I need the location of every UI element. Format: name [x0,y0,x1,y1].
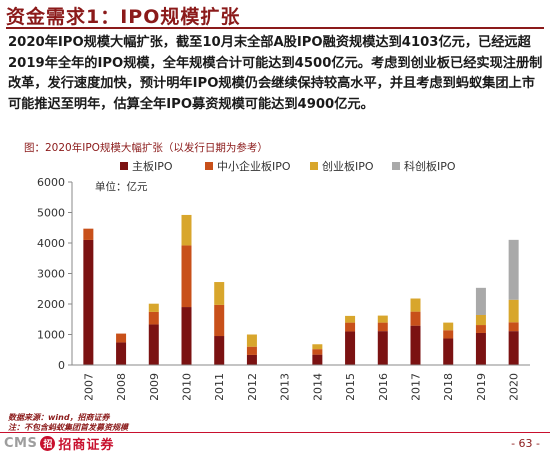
bar-segment-2019 [475,287,486,315]
y-tick-label: 1000 [37,329,65,342]
x-tick-label: 2007 [82,373,95,400]
bar-segment-2012 [246,334,257,347]
bar-segment-2015 [345,331,356,365]
bar-segment-2009 [148,324,159,365]
x-tick-label: 2008 [115,373,128,400]
bar-segment-2014 [312,344,323,350]
bar-segment-2009 [148,311,159,325]
chart-legend: 主板IPO 中小企业板IPO 创业板IPO 科创板IPO [120,159,456,173]
x-tick-label: 2019 [475,373,488,400]
bar-segment-2015 [345,322,356,332]
body-paragraph: 2020年IPO规模大幅扩张，截至10月末全部A股IPO融资规模达到4103亿元… [8,35,543,112]
x-tick-label: 2009 [148,373,161,400]
bar-segment-2008 [116,342,127,365]
bar-segment-2019 [475,314,486,326]
bar-segment-2014 [312,354,323,365]
x-tick-label: 2017 [410,373,423,400]
bar-segment-2019 [475,325,486,333]
bar-segment-2016 [377,322,388,332]
bar-segment-2020 [508,299,519,323]
bar-segment-2018 [443,330,454,339]
bar-segment-2017 [410,325,421,365]
unit-label: 单位：亿元 [95,180,148,193]
bar-segment-2010 [181,307,192,365]
y-tick-label: 2000 [37,298,65,311]
legend-label: 中小企业板IPO [217,159,291,173]
bar-segment-2015 [345,315,356,323]
y-tick-label: 6000 [37,176,65,189]
logo-chinese-name: 招商证券 [58,437,115,453]
figure-caption: 图：2020年IPO规模大幅扩张（以发行日期为参考） [24,142,268,154]
x-tick-label: 2013 [279,373,292,400]
page-number: - 63 - [511,437,540,450]
bar-segment-2016 [377,315,388,323]
bar-segment-2007 [83,228,94,240]
bar-segment-2009 [148,303,159,312]
bar-segment-2018 [443,322,454,331]
bar-segment-2019 [475,332,486,365]
data-source-note: 数据来源：wind，招商证券 [8,413,110,422]
footnote: 注：不包含蚂蚁集团首发募资规模 [8,423,128,432]
bar-segment-2020 [508,331,519,365]
ipo-stacked-bar-chart: 主板IPO 中小企业板IPO 创业板IPO 科创板IPO 单位：亿元 0 1000 200… [37,159,530,400]
x-tick-label: 2020 [508,373,521,400]
legend-label: 主板IPO [132,159,173,173]
bar-segment-2020 [508,322,519,332]
bar-segment-2012 [246,346,257,355]
page-title: 资金需求1：IPO规模扩张 [6,6,241,28]
bar-segment-2018 [443,338,454,365]
bar-segment-2016 [377,331,388,365]
bar-segment-2010 [181,214,192,246]
bar-segment-2014 [312,349,323,355]
title-divider [6,27,544,29]
bar-segment-2011 [214,336,225,365]
bar-segment-2017 [410,311,421,326]
x-tick-label: 2015 [344,373,357,400]
x-tick-label: 2016 [377,373,390,400]
legend-swatch [205,162,213,170]
bar-series [83,214,519,365]
x-tick-label: 2014 [311,373,324,400]
bar-segment-2012 [246,354,257,365]
x-axis: 2007 2008 2009 2010 2011 2012 2013 2014 2015 2016… [72,364,530,400]
bar-segment-2017 [410,298,421,312]
bar-segment-2007 [83,239,94,365]
bar-segment-2008 [116,333,127,343]
y-tick-label: 0 [58,359,65,372]
x-tick-label: 2012 [246,373,259,400]
x-tick-label: 2018 [442,373,455,400]
bar-segment-2011 [214,282,225,305]
bar-segment-2020 [508,239,519,300]
x-tick-label: 2011 [213,373,226,400]
legend-label: 科创板IPO [404,159,456,173]
y-tick-label: 5000 [37,207,65,220]
footer-divider [0,432,550,433]
bar-segment-2011 [214,304,225,337]
logo-badge-icon: 招 [40,435,56,451]
bar-segment-2010 [181,245,192,308]
company-logo: CMS 招 招商证券 [4,434,115,453]
legend-swatch [310,162,318,170]
legend-swatch [120,162,128,170]
y-axis: 0 1000 2000 3000 4000 5000 6000 [37,176,73,372]
logo-text: CMS [4,435,38,451]
y-tick-label: 3000 [37,268,65,281]
x-tick-label: 2010 [181,373,194,400]
y-tick-label: 4000 [37,237,65,250]
legend-label: 创业板IPO [322,159,374,173]
legend-swatch [392,162,400,170]
